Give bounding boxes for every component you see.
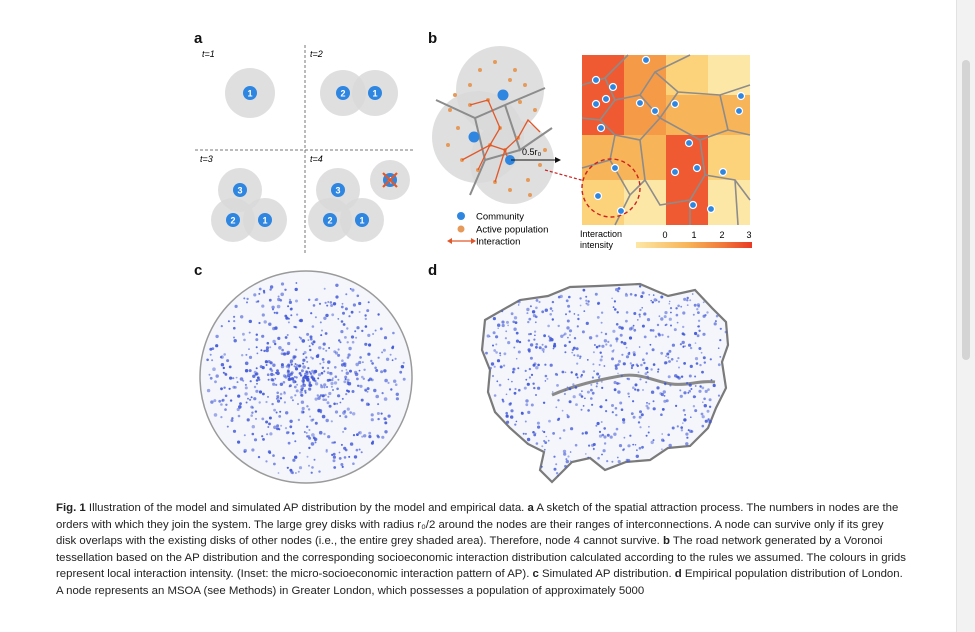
node-number: 3 (335, 186, 340, 196)
colorbar-tick: 2 (719, 230, 724, 240)
cross-icon (382, 172, 398, 188)
node-1 (243, 86, 257, 100)
node-number: 1 (359, 216, 364, 226)
simulated-ap-points (206, 282, 406, 475)
vertical-scrollbar[interactable] (956, 0, 975, 632)
colorbar-title-line2: intensity (580, 240, 614, 250)
panel-b: 0.5r₀ (432, 46, 752, 250)
step-label-1: t=1 (202, 49, 215, 59)
node-2 (226, 213, 240, 227)
heatmap-grid (582, 55, 750, 225)
panel-label-a: a (194, 30, 203, 47)
community-point (468, 131, 480, 143)
figure-svg: t=1 t=2 t=3 t=4 1 2 1 3 2 1 (195, 45, 752, 484)
node-number: 3 (237, 186, 242, 196)
caption-text-a: A sketch of the spatial attraction proce… (56, 502, 899, 548)
colorbar-title-line1: Interaction (580, 229, 622, 239)
node-3 (233, 183, 247, 197)
river-thames (551, 373, 716, 397)
scrollbar-thumb[interactable] (962, 60, 970, 360)
caption-label-a: a (527, 502, 534, 514)
grid-communities (591, 55, 746, 216)
panel-c (199, 270, 413, 484)
node-3 (331, 183, 345, 197)
node-number: 1 (247, 89, 252, 99)
caption-text-d: Empirical population distribution of Lon… (56, 568, 903, 597)
caption-label-d: d (674, 568, 682, 581)
node-2 (323, 213, 337, 227)
figure-caption: Fig. 1 Illustration of the model and sim… (56, 500, 906, 600)
active-population-legend-icon (457, 225, 465, 233)
colorbar-tick: 3 (746, 230, 751, 240)
caption-fig-label: Fig. 1 (56, 502, 86, 514)
node-number: 1 (372, 89, 377, 99)
step-label-3: t=3 (200, 154, 213, 164)
community-point (497, 89, 509, 101)
caption-text-c: Simulated AP distribution. (538, 568, 675, 581)
node-2 (336, 86, 350, 100)
panel-d (480, 282, 730, 484)
panel-a: t=1 t=2 t=3 t=4 1 2 1 3 2 1 (195, 45, 415, 255)
caption-text: Illustration of the model and simulated … (85, 502, 528, 514)
panel-label-d: d (428, 262, 438, 279)
legend-active-population: Active population (476, 225, 548, 236)
colorbar-tick: 0 (662, 230, 667, 240)
node-number: 1 (262, 216, 267, 226)
inset-highlight-circle (581, 158, 641, 218)
panel-label-b: b (428, 30, 438, 47)
msoa-points (485, 285, 728, 477)
colorbar (636, 242, 752, 248)
community-point (505, 155, 515, 165)
node-1 (355, 213, 369, 227)
legend-community: Community (476, 212, 524, 223)
arrow-left-icon (447, 238, 452, 244)
node-number: 2 (230, 216, 235, 226)
node-number: 2 (327, 216, 332, 226)
step-label-4: t=4 (310, 154, 323, 164)
arrow-head-icon (555, 157, 561, 163)
node-1 (368, 86, 382, 100)
panel-label-c: c (194, 262, 203, 279)
step-label-2: t=2 (310, 49, 323, 59)
road-network (435, 87, 553, 196)
legend-interaction: Interaction (476, 237, 520, 248)
caption-text-b: The road network generated by a Voronoi … (56, 535, 906, 581)
node-1 (258, 213, 272, 227)
radius-label: 0.5r₀ (522, 147, 542, 157)
caption-label-b: b (663, 535, 670, 548)
community-legend-icon (457, 212, 465, 220)
caption-label-c: c (532, 568, 539, 581)
arrow-right-icon (471, 238, 476, 244)
node-number: 2 (340, 89, 345, 99)
colorbar-tick: 1 (691, 230, 696, 240)
figure-1: t=1 t=2 t=3 t=4 1 2 1 3 2 1 (194, 30, 752, 484)
